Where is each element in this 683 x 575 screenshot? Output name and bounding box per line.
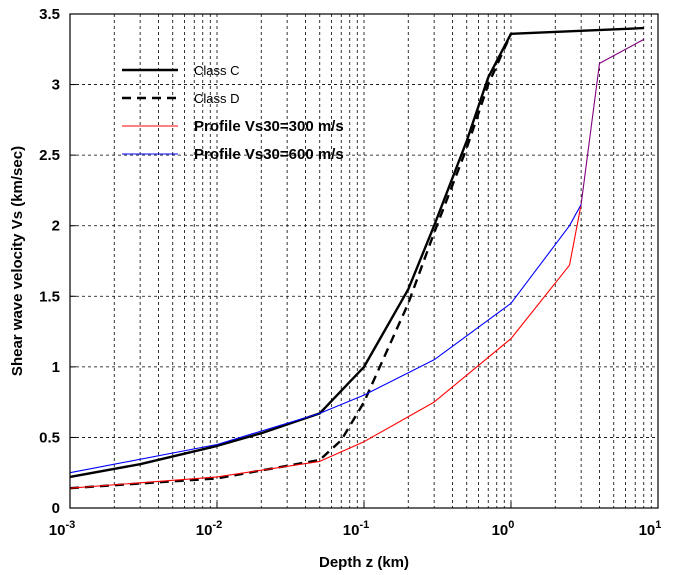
series-line-4 bbox=[581, 39, 644, 204]
y-tick-label: 0.5 bbox=[39, 429, 60, 446]
x-tick-label: 101 bbox=[639, 519, 662, 539]
x-tick-label: 10-3 bbox=[49, 519, 75, 539]
x-tick-base: 10 bbox=[343, 522, 360, 539]
y-tick-label: 2.5 bbox=[39, 147, 60, 164]
x-tick-exponent: 0 bbox=[508, 519, 514, 531]
x-tick-base: 10 bbox=[49, 522, 66, 539]
y-tick-label: 3.5 bbox=[39, 6, 60, 23]
legend-label: Class D bbox=[194, 91, 240, 106]
x-tick-base: 10 bbox=[639, 522, 656, 539]
x-tick-label: 10-2 bbox=[196, 519, 222, 539]
x-tick-exponent: -3 bbox=[65, 519, 75, 531]
series-line-1 bbox=[70, 34, 511, 488]
legend-label: Profile Vs30=300 m/s bbox=[194, 118, 344, 135]
y-tick-label: 1 bbox=[52, 359, 60, 376]
x-tick-base: 10 bbox=[492, 522, 509, 539]
x-tick-base: 10 bbox=[196, 522, 213, 539]
series-line-0 bbox=[70, 28, 644, 477]
x-tick-label: 100 bbox=[492, 519, 515, 539]
y-axis-label: Shear wave velocity Vs (km/sec) bbox=[9, 146, 26, 376]
y-tick-label: 3 bbox=[52, 77, 60, 94]
y-tick-label: 0 bbox=[52, 500, 60, 517]
legend-label: Class C bbox=[194, 63, 240, 78]
legend: Class C Class D Profile Vs30=300 m/s Profil… bbox=[122, 63, 344, 163]
y-tick-label: 1.5 bbox=[39, 288, 60, 305]
y-tick-label: 2 bbox=[52, 218, 60, 235]
legend-label: Profile Vs30=600 m/s bbox=[194, 146, 344, 163]
x-axis-label: Depth z (km) bbox=[319, 554, 409, 571]
x-tick-exponent: -1 bbox=[359, 519, 369, 531]
x-tick-label: 10-1 bbox=[343, 519, 369, 539]
x-tick-exponent: 1 bbox=[655, 519, 661, 531]
x-tick-exponent: -2 bbox=[212, 519, 222, 531]
